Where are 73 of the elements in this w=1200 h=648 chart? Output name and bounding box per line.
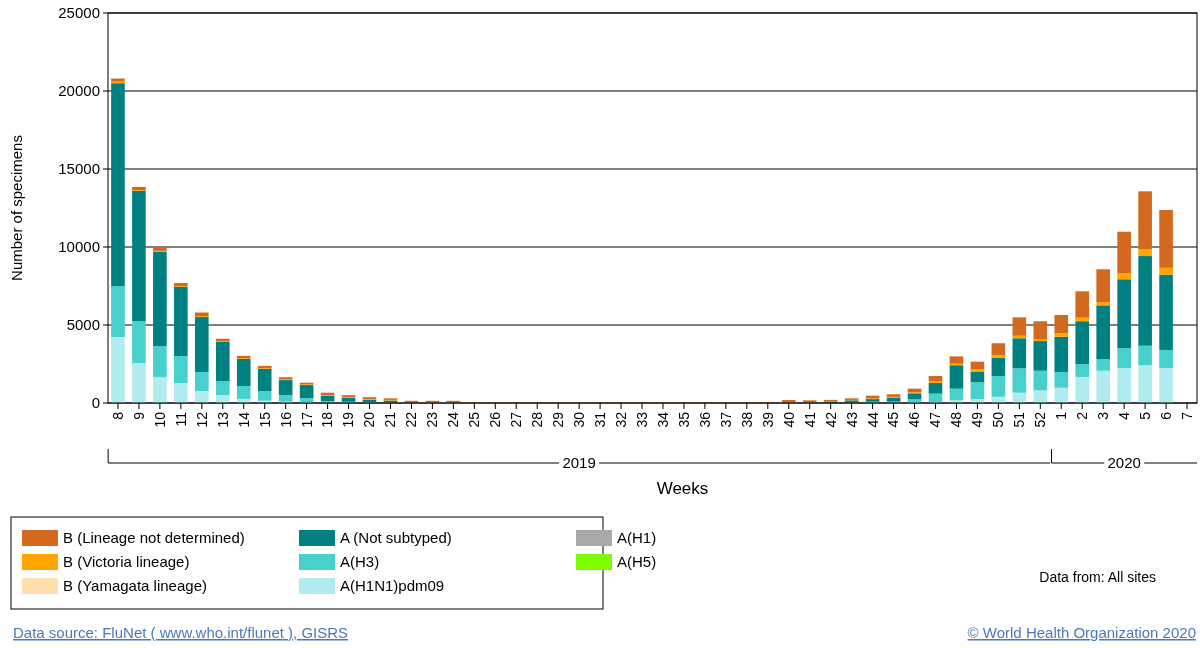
- text: 2019: [562, 454, 596, 472]
- x-tick-label: 30: [571, 411, 588, 428]
- legend-label: A(H3): [340, 553, 380, 571]
- x-tick-label: 47: [927, 411, 944, 428]
- text: 2020: [1107, 454, 1141, 472]
- x-tick-label: 37: [717, 411, 734, 428]
- x-tick-label: 31: [591, 411, 608, 428]
- legend-label: A (Not subtyped): [340, 529, 452, 547]
- y-axis-title: Number of specimens: [8, 135, 25, 281]
- x-tick-label: 38: [738, 411, 755, 428]
- x-tick-label: 28: [529, 411, 546, 428]
- x-tick-label: 43: [843, 411, 860, 428]
- x-tick-label: 14: [235, 411, 252, 428]
- x-tick-label: 4: [1116, 411, 1133, 420]
- x-tick-label: 41: [801, 411, 818, 428]
- x-tick-label: 33: [633, 411, 650, 428]
- x-tick-label: 52: [1032, 411, 1049, 428]
- x-tick-label: 35: [675, 411, 692, 428]
- x-tick-label: 29: [550, 411, 567, 428]
- legend-label: B (Yamagata lineage): [63, 577, 207, 595]
- x-tick-label: 39: [759, 411, 776, 428]
- x-tick-label: 23: [424, 411, 441, 428]
- legend-label: A(H5): [617, 553, 657, 571]
- x-tick-label: 11: [172, 411, 189, 427]
- x-tick-label: 15: [256, 411, 273, 428]
- x-tick-label: 9: [130, 411, 147, 420]
- x-tick-label: 6: [1157, 411, 1174, 420]
- legend-label: A(H1N1)pdm09: [340, 577, 445, 595]
- x-tick-label: 21: [382, 411, 399, 428]
- x-tick-label: 13: [214, 411, 231, 428]
- y-tick-label: 15000: [58, 160, 100, 178]
- y-tick-label: 10000: [58, 238, 100, 256]
- x-tick-label: 36: [696, 411, 713, 428]
- x-tick-label: 51: [1011, 411, 1028, 428]
- x-tick-label: 42: [822, 411, 839, 428]
- x-tick-label: 20: [361, 411, 378, 428]
- x-tick-label: 19: [340, 411, 357, 428]
- x-tick-label: 49: [969, 411, 986, 428]
- x-tick-label: 7: [1178, 411, 1195, 420]
- x-tick-label: 22: [403, 411, 420, 428]
- x-tick-label: 48: [948, 411, 965, 428]
- y-tick-label: 5000: [66, 316, 100, 334]
- x-tick-label: 18: [319, 411, 336, 428]
- x-tick-label: 26: [487, 411, 504, 428]
- legend-label: A(H1): [617, 529, 657, 547]
- x-tick-label: 44: [864, 411, 881, 428]
- legend-label: B (Lineage not determined): [63, 529, 245, 547]
- x-tick-label: 25: [466, 411, 483, 428]
- x-tick-label: 40: [780, 411, 797, 428]
- x-tick-label: 5: [1137, 411, 1154, 420]
- x-tick-label: 34: [654, 411, 671, 428]
- x-tick-label: 12: [193, 411, 210, 428]
- x-tick-label: 50: [990, 411, 1007, 428]
- text: © World Health Organization 2020: [967, 624, 1196, 641]
- x-tick-label: 8: [109, 411, 126, 420]
- legend-label: B (Victoria lineage): [63, 553, 190, 571]
- text: Data from: All sites: [1039, 569, 1156, 585]
- x-tick-label: 24: [445, 411, 462, 428]
- x-tick-label: 3: [1095, 411, 1112, 420]
- x-tick-label: 32: [612, 411, 629, 428]
- x-tick-label: 10: [151, 411, 168, 428]
- x-tick-label: 27: [508, 411, 525, 428]
- x-tick-label: 45: [885, 411, 902, 428]
- x-tick-label: 17: [298, 411, 315, 428]
- x-axis-title: Weeks: [656, 479, 709, 498]
- x-tick-label: 2: [1074, 411, 1091, 420]
- y-tick-label: 25000: [58, 4, 100, 22]
- x-tick-label: 46: [906, 411, 923, 428]
- x-tick-label: 1: [1053, 411, 1070, 420]
- y-tick-label: 20000: [58, 82, 100, 100]
- source-note: Data source: FluNet ( www.who.int/flunet ), GISRS: [13, 624, 349, 641]
- y-tick-label: 0: [91, 394, 100, 412]
- x-tick-label: 16: [277, 411, 294, 428]
